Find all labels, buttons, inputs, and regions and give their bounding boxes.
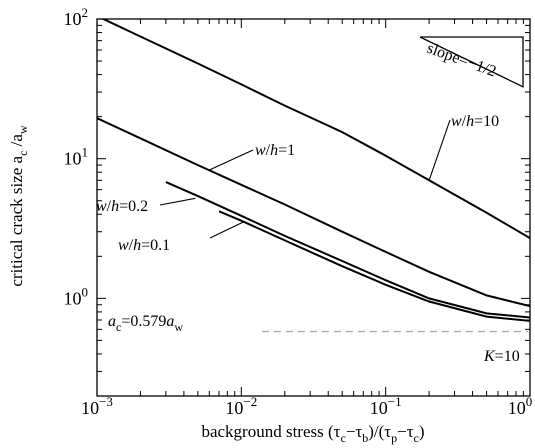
series-line-0 — [101, 19, 530, 239]
series-line-1 — [97, 117, 530, 308]
label-wh10: w/h=10 — [451, 113, 499, 130]
label-wh01: w/h=0.1 — [118, 237, 170, 254]
slope-triangle — [419, 36, 524, 88]
leader-line — [209, 149, 254, 171]
x-tick-label: 10−1 — [370, 394, 402, 418]
slope-label: slope=−1/2 — [425, 40, 499, 81]
plot-frame — [96, 18, 531, 397]
label-wh02: w/h=0.2 — [96, 198, 148, 215]
series-group — [97, 19, 530, 322]
leader-line — [159, 197, 196, 206]
leader-line — [209, 221, 245, 239]
tick-labels: 10−3 10−2 10−1 100 100 101 102 — [64, 5, 533, 418]
y-tick-label: 102 — [64, 5, 89, 29]
k-label: K=10 — [483, 348, 520, 365]
x-tick-label: 100 — [508, 394, 533, 418]
label-leaders — [159, 119, 451, 239]
ac-label: ac=0.579aw — [108, 313, 183, 334]
label-wh1: w/h=1 — [255, 142, 295, 159]
y-tick-label: 100 — [64, 284, 89, 308]
y-axis-title: critical crack size ac /aw — [7, 125, 30, 287]
leader-line — [428, 119, 451, 181]
series-line-3 — [218, 210, 530, 322]
x-axis-title: background stress (τc−τb)/(τp−τc) — [201, 422, 424, 445]
x-tick-label: 10−3 — [81, 394, 113, 418]
x-tick-label: 10−2 — [225, 394, 257, 418]
y-tick-label: 101 — [64, 145, 89, 169]
ticks — [96, 18, 531, 397]
series-line-2 — [165, 181, 530, 319]
